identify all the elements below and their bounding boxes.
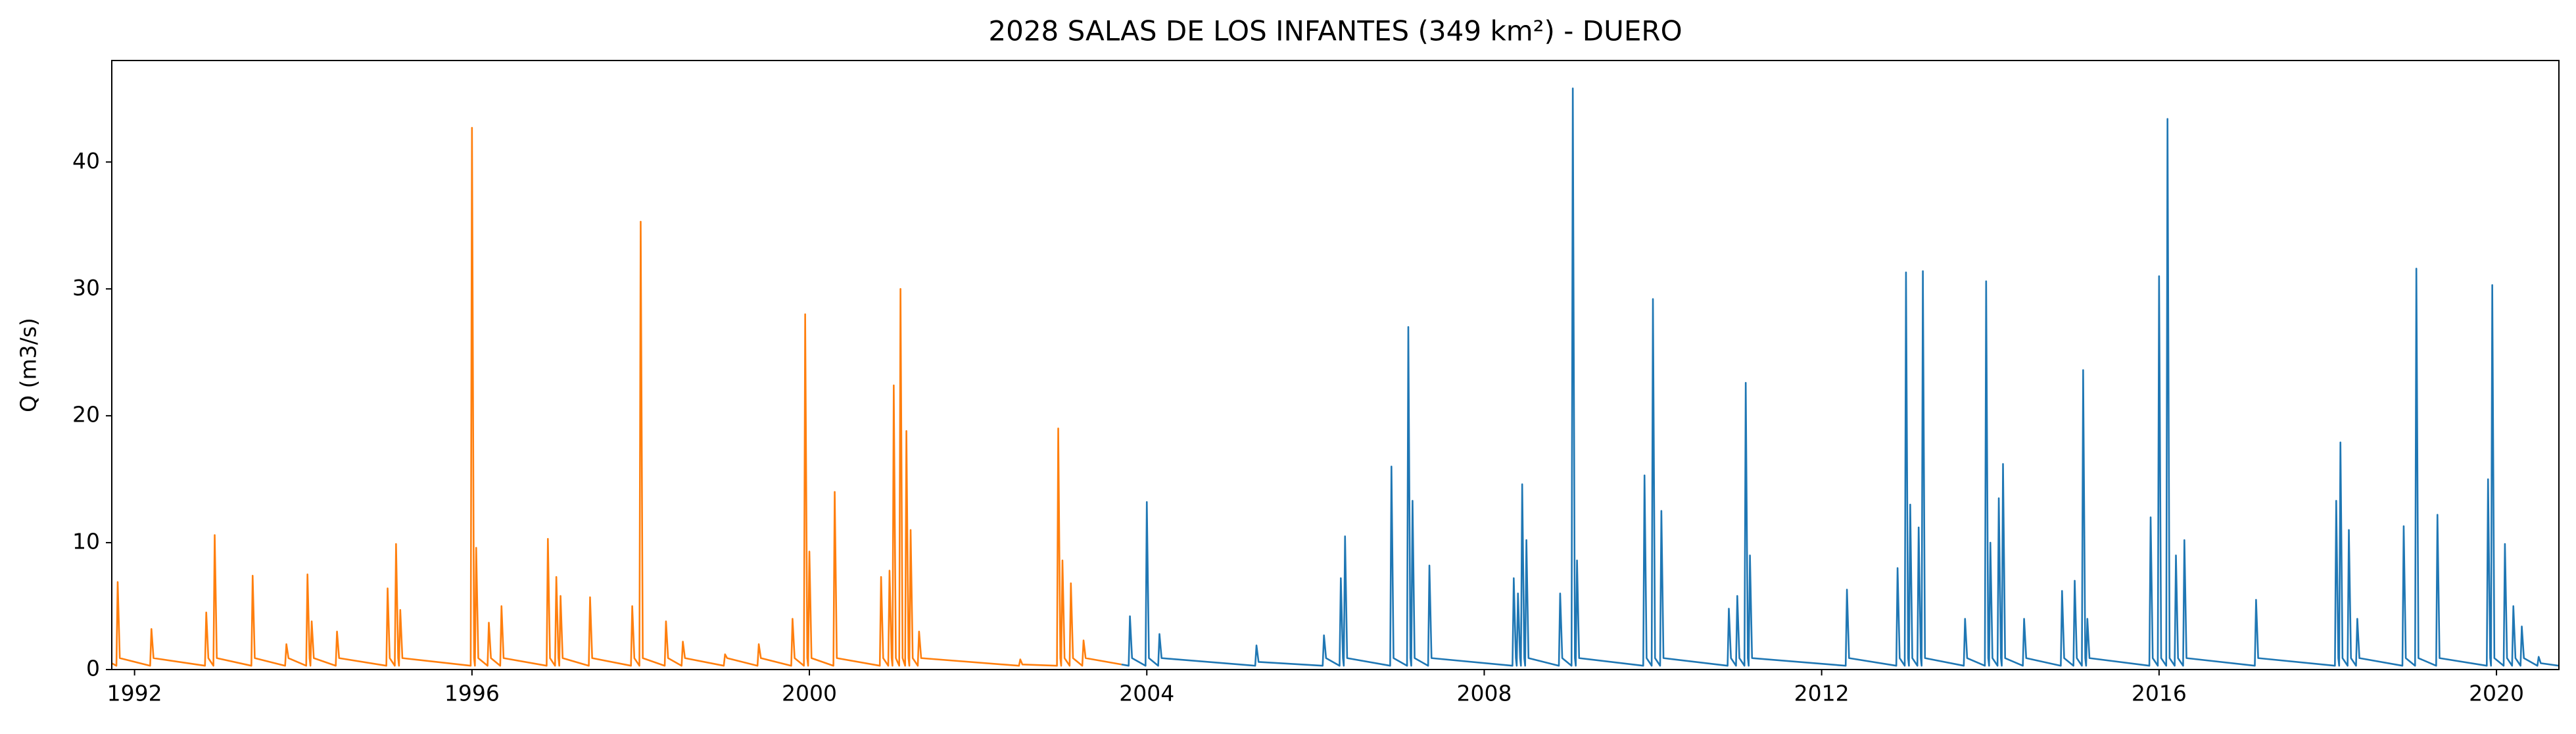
x-tick-label: 2008 <box>1456 681 1512 706</box>
x-tick-label: 1996 <box>444 681 500 706</box>
x-tick-label: 2016 <box>2132 681 2187 706</box>
x-tick-label: 1992 <box>107 681 162 706</box>
x-tick-label: 2020 <box>2469 681 2524 706</box>
x-tick-label: 2000 <box>782 681 837 706</box>
data-line <box>1121 87 2559 667</box>
y-tick-label: 40 <box>72 148 100 174</box>
x-tick-label: 2012 <box>1794 681 1849 706</box>
plot-frame <box>111 60 2560 670</box>
y-tick-label: 30 <box>72 275 100 301</box>
data-line <box>112 126 1122 667</box>
y-tick-label: 0 <box>86 656 100 681</box>
y-tick-label: 10 <box>72 529 100 554</box>
y-tick-label: 20 <box>72 402 100 428</box>
chart-title: 2028 SALAS DE LOS INFANTES (349 km²) - D… <box>988 15 1682 47</box>
y-axis-label: Q (m3/s) <box>16 318 41 412</box>
x-tick-label: 2004 <box>1119 681 1174 706</box>
